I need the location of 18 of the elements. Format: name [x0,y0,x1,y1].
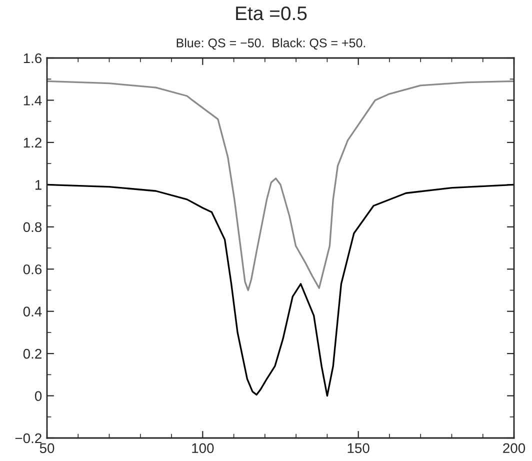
y-tick-label: 0.8 [23,222,42,232]
x-tick-label: 100 [192,443,214,454]
x-tick-label: 50 [40,443,54,454]
y-tick-label: −0.2 [15,433,42,444]
y-tick-label: 1.2 [24,138,42,148]
line-series [47,184,514,397]
chart-subtitle: Blue: QS = −50. Black: QS = +50. [176,38,366,50]
y-tick-label: 1.6 [24,53,42,64]
x-tick-label: 200 [503,443,526,454]
y-tick-label: 0.2 [23,348,42,359]
y-tick-label: 0 [34,391,42,401]
y-tick-label: 1.4 [24,96,42,106]
y-tick-label: 1 [35,180,42,190]
line-series [47,80,514,292]
chart-title: Eta =0.5 [236,6,307,20]
x-tick-label: 150 [348,443,370,454]
y-tick-label: 0.4 [23,306,42,317]
y-tick-label: 0.6 [23,264,42,274]
